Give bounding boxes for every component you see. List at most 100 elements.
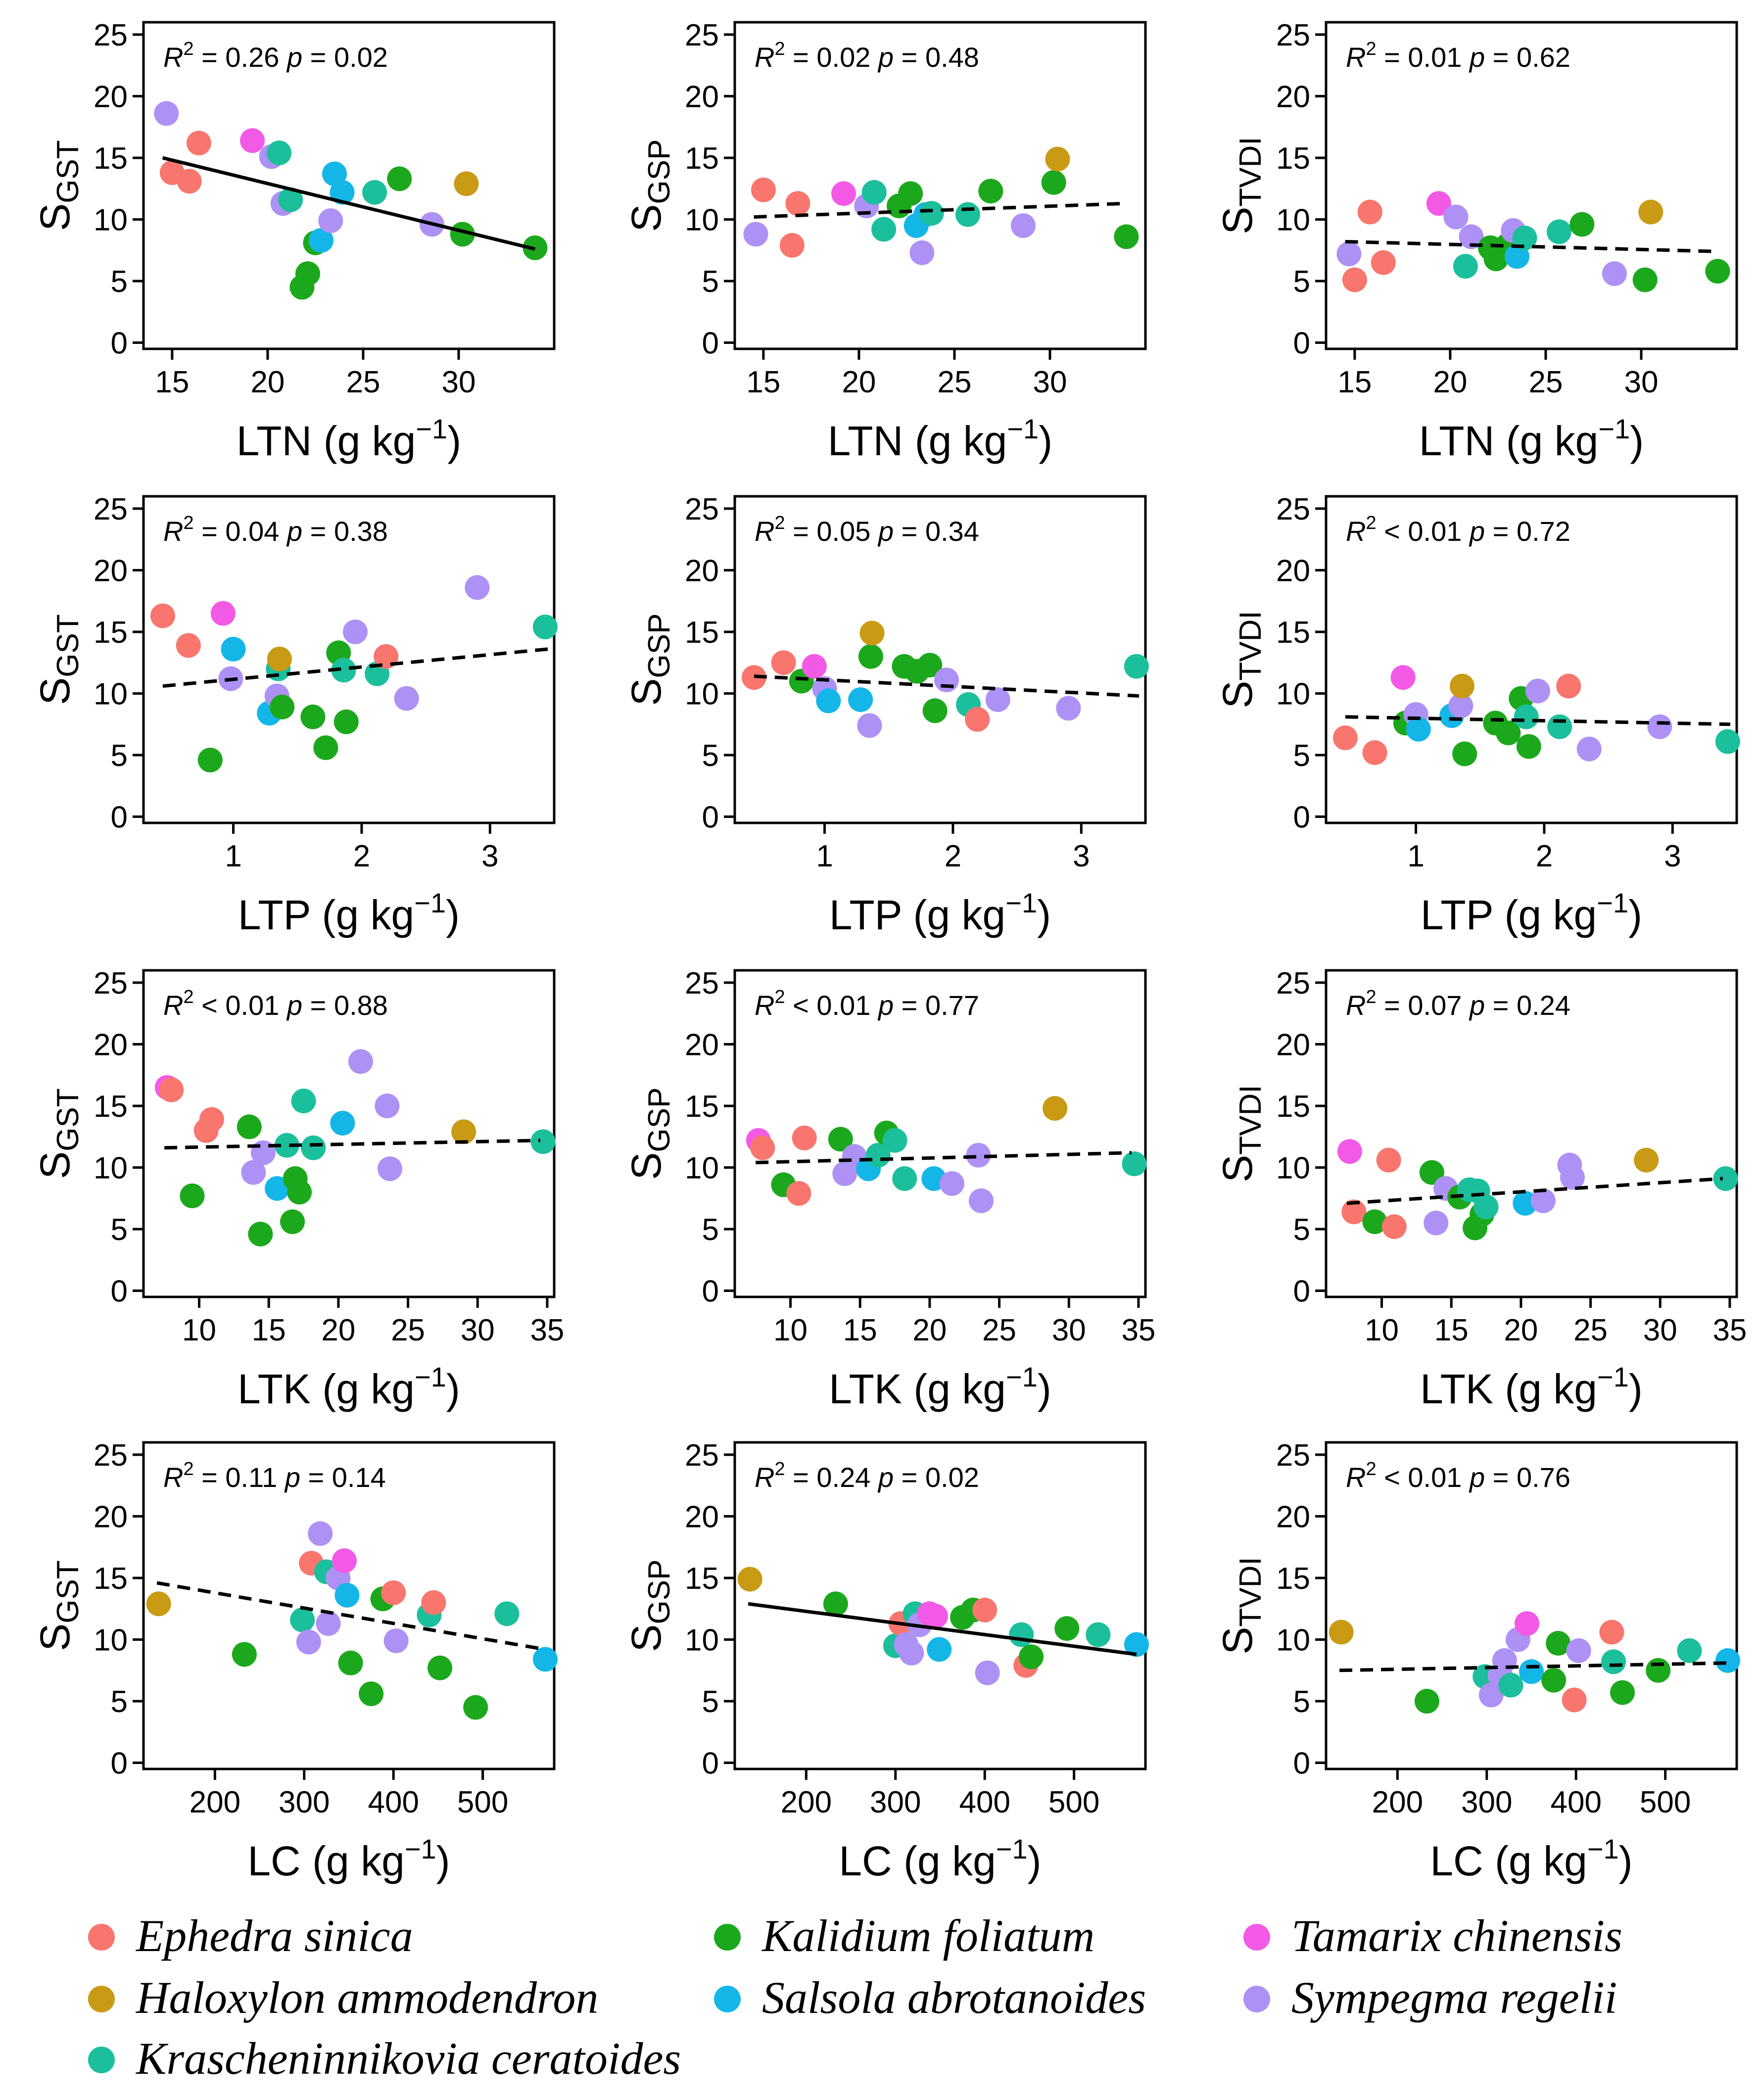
legend-item-kf: Kalidium foliatum: [714, 1910, 1094, 1961]
data-point-sr: [1056, 696, 1081, 721]
panel-gst-vs-ltk: 0 5 10 15 20 25 10 15 20 25 30 35 SGST LTK (g kg−1) R2…: [32, 966, 564, 1412]
data-point-kf: [917, 653, 943, 678]
data-point-kc: [532, 615, 558, 639]
x-tick-label: 15: [155, 365, 189, 399]
y-tick-label: 10: [94, 1623, 128, 1657]
data-point-kf: [295, 261, 320, 286]
x-tick-label: 500: [1048, 1785, 1099, 1819]
stats-annotation: R2 < 0.01 p = 0.77: [755, 987, 979, 1021]
y-tick-label: 15: [94, 142, 128, 176]
y-tick-label: 0: [702, 327, 719, 361]
data-point-kf: [313, 735, 338, 761]
data-point-ha: [737, 1567, 762, 1592]
x-tick-label: 300: [870, 1785, 921, 1819]
legend-label: Salsola abrotanoides: [762, 1972, 1146, 2023]
data-point-sr: [308, 1521, 333, 1546]
x-tick-label: 2: [1536, 839, 1553, 873]
x-tick-label: 25: [391, 1313, 425, 1347]
x-tick-label: 35: [1121, 1313, 1155, 1347]
data-point-kf: [1496, 720, 1521, 746]
data-point-kf: [1646, 1658, 1671, 1683]
x-tick-label: 3: [481, 839, 498, 873]
data-point-kc: [331, 658, 356, 683]
x-tick-label: 20: [250, 365, 285, 399]
data-point-sa: [816, 688, 841, 714]
data-point-kf: [232, 1642, 257, 1667]
data-point-sr: [296, 1629, 321, 1655]
x-axis-title: LTP (g kg−1): [829, 887, 1051, 938]
regression-line: [164, 1139, 540, 1150]
data-point-sr: [348, 1049, 373, 1074]
stats-annotation: R2 = 0.05 p = 0.34: [755, 513, 979, 547]
y-tick-label: 10: [1276, 203, 1310, 237]
data-point-es: [751, 177, 776, 202]
data-point-sr: [316, 1611, 341, 1636]
data-point-sr: [1424, 1210, 1449, 1236]
x-tick-label: 1: [816, 839, 833, 873]
y-tick-label: 25: [685, 966, 719, 1001]
data-point-sr: [939, 1171, 964, 1196]
panel-gsp-vs-ltk: 0 5 10 15 20 25 10 15 20 25 30 35 SGSP LTK (g kg−1) R2…: [623, 966, 1155, 1412]
x-tick-label: 15: [252, 1313, 286, 1347]
plot-frame: [142, 1441, 556, 1770]
legend-swatch: [88, 1986, 115, 2012]
y-tick-label: 0: [111, 801, 128, 835]
x-axis-title: LC (g kg−1): [839, 1833, 1041, 1884]
data-point-kc: [1677, 1638, 1702, 1663]
legend-item-tc: Tamarix chinensis: [1243, 1910, 1622, 1961]
data-point-es: [176, 633, 201, 658]
y-tick-label: 20: [685, 1500, 719, 1534]
data-point-ha: [1449, 673, 1474, 699]
data-point-kc: [362, 180, 387, 205]
stats-annotation: R2 = 0.11 p = 0.14: [163, 1459, 386, 1493]
x-axis-title: LTK (g kg−1): [238, 1361, 460, 1412]
y-tick-label: 5: [1293, 265, 1310, 299]
x-tick-label: 2: [353, 839, 370, 873]
data-point-ha: [451, 1119, 476, 1145]
y-tick-label: 0: [111, 1275, 128, 1309]
data-point-kf: [428, 1655, 453, 1680]
data-point-kc: [1715, 729, 1740, 754]
y-tick-label: 5: [702, 1685, 719, 1719]
x-tick-label: 20: [912, 1313, 947, 1347]
data-point-es: [177, 169, 202, 194]
plot-frame: [1325, 1441, 1738, 1770]
data-point-kf: [1019, 1644, 1044, 1670]
data-point-sa: [265, 1176, 290, 1201]
regression-line: [1346, 1177, 1723, 1205]
y-tick-label: 15: [94, 1090, 128, 1124]
y-tick-label: 0: [1293, 1275, 1310, 1309]
y-axis-title: SGST: [32, 140, 85, 231]
x-tick-label: 1: [225, 839, 241, 873]
y-tick-label: 10: [685, 203, 719, 237]
data-point-kc: [291, 1089, 316, 1113]
y-tick-label: 10: [685, 1623, 719, 1657]
x-tick-label: 25: [982, 1313, 1016, 1347]
x-tick-label: 30: [461, 1313, 495, 1347]
plot-frame: [142, 21, 556, 350]
legend-label: Krascheninnikovia ceratoides: [135, 2033, 681, 2084]
x-tick-label: 35: [530, 1313, 564, 1347]
y-tick-label: 5: [111, 1685, 128, 1719]
y-tick-label: 10: [94, 677, 128, 711]
data-point-kc: [290, 1607, 315, 1632]
y-tick-label: 25: [94, 18, 128, 52]
data-point-es: [1362, 740, 1387, 765]
x-axis-title: LTP (g kg−1): [1421, 887, 1642, 938]
y-tick-label: 15: [685, 142, 719, 176]
y-axis-title: SGSP: [623, 140, 676, 232]
data-point-kc: [1601, 1649, 1626, 1674]
data-point-sa: [322, 161, 347, 187]
x-tick-label: 15: [1434, 1313, 1469, 1347]
data-point-kf: [280, 1209, 305, 1235]
y-axis-title: SGSP: [623, 614, 676, 706]
data-point-kf: [248, 1221, 273, 1246]
data-point-sr: [1525, 678, 1550, 704]
data-point-es: [1371, 250, 1396, 275]
data-point-kc: [1512, 225, 1537, 250]
y-tick-label: 25: [1276, 1438, 1310, 1473]
data-point-kf: [1546, 1630, 1571, 1656]
x-tick-label: 25: [1573, 1313, 1608, 1347]
data-point-sa: [1124, 1632, 1149, 1657]
plot-frame: [733, 1441, 1147, 1770]
